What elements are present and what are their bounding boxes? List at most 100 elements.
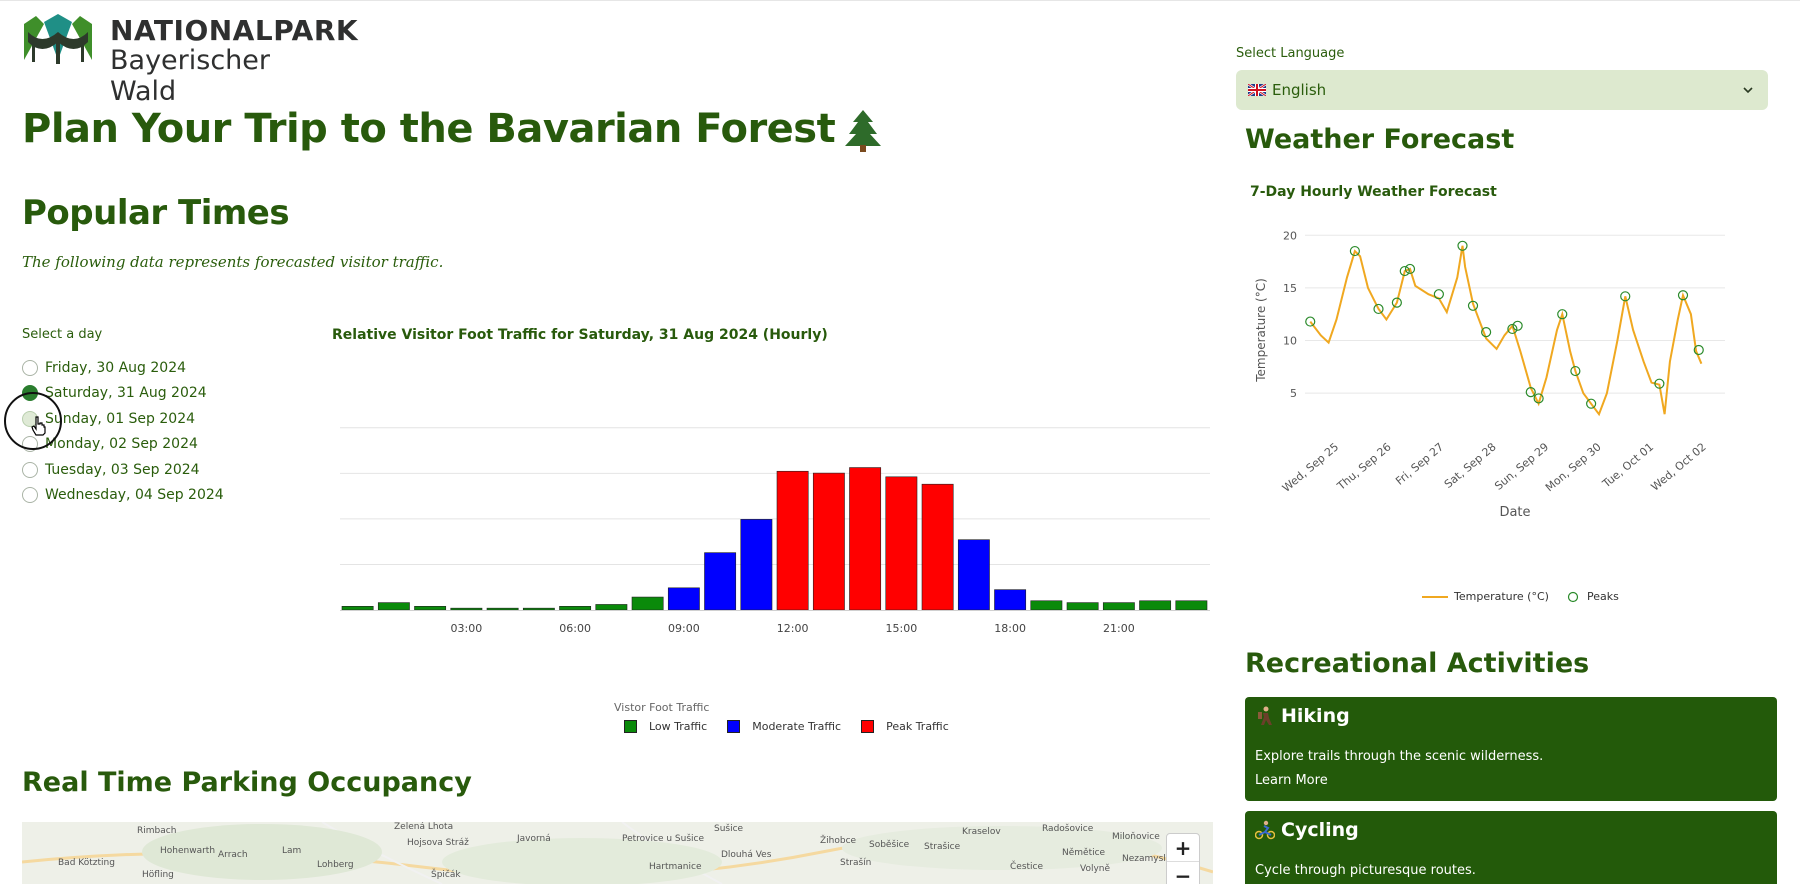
- traffic-bar: [957, 539, 990, 611]
- x-tick-label: 12:00: [777, 622, 809, 635]
- peak-marker: [1391, 297, 1402, 308]
- x-tick-label: Wed, Oct 02: [1649, 440, 1709, 493]
- parking-map[interactable]: Rimbach Hohenwarth Arrach Lam Lohberg Bad Köt…: [22, 822, 1213, 884]
- traffic-bar: [921, 483, 954, 611]
- map-place-label: Němětice: [1062, 848, 1106, 858]
- traffic-bar: [812, 472, 845, 611]
- weather-chart-title: 7-Day Hourly Weather Forecast: [1250, 184, 1497, 200]
- peak-marker: [1373, 303, 1384, 315]
- x-axis-label: Date: [1499, 505, 1530, 520]
- peak-marker: [1677, 290, 1689, 301]
- traffic-legend: Low Traffic Moderate Traffic Peak Traffi…: [624, 720, 969, 733]
- map-place-label: Kraselov: [962, 827, 1001, 837]
- map-place-label: Rimbach: [137, 826, 177, 836]
- map-place-label: Arrach: [218, 850, 248, 860]
- map-place-label: Hartmanice: [649, 862, 702, 872]
- map-place-label: Špičák: [431, 870, 461, 880]
- radio-button[interactable]: [22, 461, 38, 478]
- peak-marker: [1533, 393, 1544, 404]
- traffic-bar: [522, 607, 555, 611]
- day-option-label: Saturday, 31 Aug 2024: [45, 385, 207, 402]
- map-place-label: Miloňovice: [1112, 832, 1160, 842]
- evergreen-tree-icon: [845, 110, 882, 152]
- day-option-friday[interactable]: Friday, 30 Aug 2024: [22, 355, 224, 381]
- map-place-label: Soběšice: [869, 840, 910, 850]
- legend-label-moderate: Moderate Traffic: [752, 720, 842, 733]
- traffic-bar: [994, 589, 1027, 611]
- peak-marker: [1557, 309, 1568, 320]
- x-tick-label: 09:00: [668, 622, 700, 635]
- select-day-label: Select a day: [22, 327, 103, 342]
- legend-item-low[interactable]: Low Traffic: [624, 720, 707, 733]
- day-option-tuesday[interactable]: Tuesday, 03 Sep 2024: [22, 457, 224, 483]
- peak-marker: [1399, 265, 1410, 277]
- peak-marker: [1525, 387, 1536, 398]
- y-tick-label: 10: [1283, 335, 1297, 348]
- traffic-bar: [1030, 600, 1063, 611]
- map-place-label: Bad Kötzting: [58, 858, 115, 868]
- peak-marker: [1586, 398, 1597, 409]
- top-border: [0, 0, 1800, 1]
- x-tick-label: 21:00: [1103, 622, 1135, 635]
- language-selected-value: English: [1272, 81, 1327, 99]
- traffic-bar: [414, 606, 447, 611]
- traffic-bar: [450, 607, 483, 611]
- map-place-label: Žihobce: [820, 836, 857, 846]
- map-place-label: Petrovice u Sušice: [622, 834, 705, 844]
- traffic-legend-title: Vistor Foot Traffic: [614, 701, 710, 714]
- day-option-label: Wednesday, 04 Sep 2024: [45, 487, 224, 504]
- radio-button[interactable]: [22, 487, 38, 504]
- x-tick-label: Sat, Sep 28: [1442, 440, 1499, 491]
- card-title-text: Cycling: [1281, 819, 1359, 841]
- legend-item-moderate[interactable]: Moderate Traffic: [727, 720, 841, 733]
- card-description: Cycle through picturesque routes.: [1255, 863, 1476, 878]
- page-title-text: Plan Your Trip to the Bavarian Forest: [22, 106, 836, 152]
- peak-marker: [1457, 240, 1468, 251]
- map-place-label: Höfling: [142, 870, 174, 880]
- map-zoom-out-button[interactable]: −: [1174, 864, 1192, 884]
- cyclist-icon: [1255, 820, 1275, 840]
- traffic-bar: [341, 606, 374, 611]
- traffic-bar: [776, 470, 809, 611]
- language-select[interactable]: English: [1236, 70, 1768, 110]
- day-option-label: Tuesday, 03 Sep 2024: [45, 461, 200, 478]
- parking-heading: Real Time Parking Occupancy: [22, 767, 472, 798]
- activity-card-cycling[interactable]: Cycling Cycle through picturesque routes…: [1245, 811, 1777, 884]
- legend-label-peak: Peak Traffic: [886, 720, 949, 733]
- radio-button[interactable]: [22, 359, 38, 376]
- map-zoom-in-button[interactable]: +: [1167, 834, 1199, 862]
- traffic-bar-chart: 03:00 06:00 09:00 12:00 15:00 18:00 21:00: [340, 427, 1210, 635]
- popular-times-subtitle: The following data represents forecasted…: [22, 253, 444, 271]
- temperature-series-line: [1309, 245, 1703, 417]
- activity-card-hiking[interactable]: Hiking Explore trails through the scenic…: [1245, 697, 1777, 801]
- peak-marker: [1433, 289, 1444, 300]
- legend-marker-peaks: [1567, 591, 1579, 602]
- legend-item-peak[interactable]: Peak Traffic: [861, 720, 949, 733]
- peak-marker: [1481, 327, 1492, 338]
- map-place-label: Radošovice: [1042, 824, 1094, 834]
- logo-line2: Bayerischer Wald: [110, 45, 270, 107]
- x-tick-label: 15:00: [886, 622, 918, 635]
- traffic-bar: [1066, 602, 1099, 611]
- traffic-bar: [486, 607, 519, 611]
- peak-marker: [1693, 344, 1704, 356]
- map-place-label: Hohenwarth: [160, 846, 216, 856]
- map-place-label: Lohberg: [317, 860, 354, 870]
- map-place-label: Volyně: [1080, 864, 1111, 874]
- learn-more-link[interactable]: Learn More: [1255, 773, 1328, 788]
- y-tick-label: 20: [1283, 229, 1297, 242]
- traffic-bar: [595, 604, 628, 611]
- day-option-wednesday[interactable]: Wednesday, 04 Sep 2024: [22, 483, 224, 509]
- y-tick-label: 5: [1290, 387, 1297, 400]
- traffic-bar: [885, 476, 918, 611]
- x-tick-label: Wed, Sep 25: [1280, 440, 1341, 494]
- map-place-label: Dlouhá Ves: [721, 850, 772, 860]
- x-tick-label: Mon, Sep 30: [1543, 440, 1604, 494]
- cursor-highlight-ring: [4, 392, 62, 450]
- nationalpark-logo[interactable]: NATIONALPARK Bayerischer Wald: [22, 14, 358, 107]
- select-language-label: Select Language: [1236, 46, 1345, 61]
- map-place-label: Zelená Lhota: [394, 822, 454, 832]
- map-place-label: Hojsova Stráž: [407, 838, 469, 848]
- map-place-label: Lam: [282, 846, 302, 856]
- page-title: Plan Your Trip to the Bavarian Forest: [22, 106, 883, 152]
